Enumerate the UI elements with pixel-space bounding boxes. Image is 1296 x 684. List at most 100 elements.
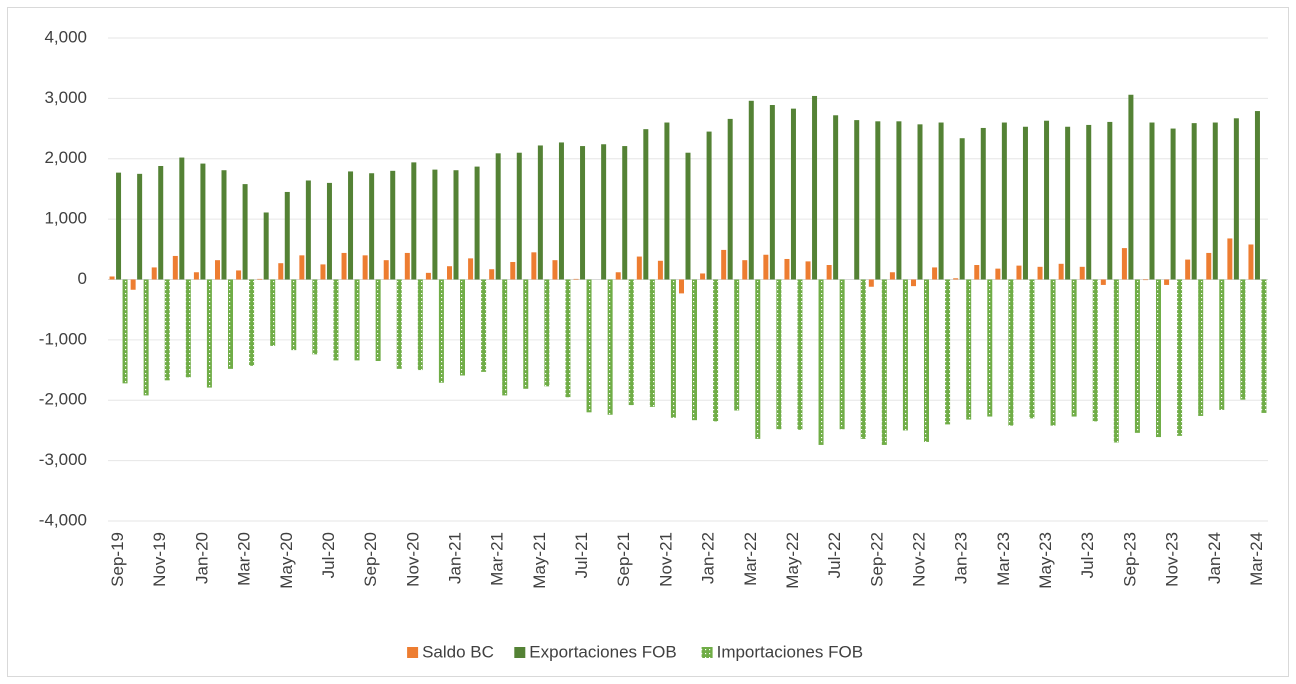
bar — [818, 279, 824, 445]
x-tick-label: May-23 — [1036, 532, 1055, 589]
bar — [502, 279, 508, 396]
bar — [249, 279, 255, 366]
bar — [1156, 279, 1161, 438]
bar — [1086, 124, 1092, 280]
bar — [685, 152, 691, 280]
bar — [333, 279, 339, 361]
bar — [158, 165, 164, 280]
bar — [700, 273, 706, 280]
bar — [172, 255, 178, 280]
bar — [383, 260, 389, 280]
bar — [320, 264, 326, 280]
bar — [664, 122, 670, 280]
bar — [109, 276, 115, 280]
x-tick-label: Sep-22 — [867, 532, 886, 587]
bar — [649, 279, 655, 407]
bar — [1044, 120, 1050, 280]
bar — [1058, 263, 1064, 280]
bar — [643, 129, 649, 280]
bar — [291, 279, 297, 351]
bar — [1001, 122, 1007, 280]
x-tick-label: Nov-21 — [656, 532, 675, 587]
bar — [537, 145, 543, 280]
bar — [1233, 118, 1239, 280]
bar — [558, 142, 564, 280]
bar — [945, 279, 951, 425]
bar — [1191, 123, 1197, 280]
bar — [348, 171, 354, 280]
bar — [1121, 248, 1127, 280]
bar — [974, 265, 980, 280]
bar — [679, 279, 684, 294]
bar — [953, 278, 959, 280]
bar — [193, 272, 199, 280]
bar — [896, 121, 902, 280]
bar — [601, 144, 607, 280]
x-tick-label: Jul-20 — [319, 532, 338, 578]
bar — [523, 279, 529, 389]
legend-label: Saldo BC — [422, 642, 494, 661]
y-tick-label: 4,000 — [44, 27, 87, 46]
bar — [924, 279, 929, 442]
bar — [1029, 279, 1035, 419]
bar — [362, 255, 368, 280]
bar — [1079, 266, 1085, 280]
bar — [215, 260, 220, 280]
bar — [305, 180, 311, 280]
bar — [875, 121, 881, 280]
bar — [489, 269, 495, 280]
x-tick-label: May-22 — [783, 532, 802, 589]
bar — [727, 118, 733, 280]
bar — [889, 272, 895, 280]
bar — [1248, 244, 1254, 280]
bar — [236, 270, 242, 280]
bar — [932, 267, 938, 280]
bar — [447, 266, 452, 280]
bar — [911, 279, 916, 287]
bar — [481, 279, 487, 372]
bar — [1149, 122, 1155, 280]
legend-swatch — [407, 647, 419, 658]
x-tick-label: Mar-20 — [235, 532, 254, 586]
x-tick-label: Jul-21 — [572, 532, 591, 578]
bar — [706, 131, 712, 280]
legend-label: Exportaciones FOB — [529, 642, 676, 661]
bar — [1016, 265, 1022, 280]
x-tick-label: Nov-22 — [909, 532, 928, 587]
bar — [1107, 121, 1113, 280]
bar — [1219, 279, 1225, 410]
x-tick-label: Jan-23 — [952, 532, 971, 584]
bar — [116, 172, 122, 280]
bar — [1008, 279, 1014, 426]
x-tick-label: Sep-20 — [361, 532, 380, 587]
bar — [404, 252, 410, 280]
bar — [938, 122, 944, 280]
bar — [544, 279, 550, 387]
bar — [143, 279, 149, 396]
bar — [1212, 122, 1218, 280]
bar — [902, 279, 908, 431]
bar — [959, 138, 965, 280]
bar — [1065, 126, 1071, 280]
bar — [474, 166, 480, 280]
bar — [1254, 111, 1260, 280]
bar — [860, 279, 866, 439]
x-tick-label: Jan-20 — [192, 532, 211, 584]
x-tick-label: Mar-21 — [488, 532, 507, 586]
bar — [185, 279, 191, 378]
bar — [1164, 279, 1170, 285]
bar — [1050, 279, 1056, 426]
bar — [1261, 279, 1267, 413]
y-tick-label: -3,000 — [39, 450, 87, 469]
bar — [966, 279, 972, 420]
bar — [510, 261, 516, 280]
bar — [826, 265, 832, 280]
y-tick-label: 3,000 — [44, 88, 87, 107]
bar — [565, 279, 571, 398]
x-tick-label: Jul-22 — [825, 532, 844, 578]
x-tick-label: Nov-23 — [1163, 532, 1182, 587]
bar — [164, 279, 170, 381]
bar — [468, 258, 474, 280]
bar — [868, 279, 874, 287]
bar — [375, 279, 381, 362]
